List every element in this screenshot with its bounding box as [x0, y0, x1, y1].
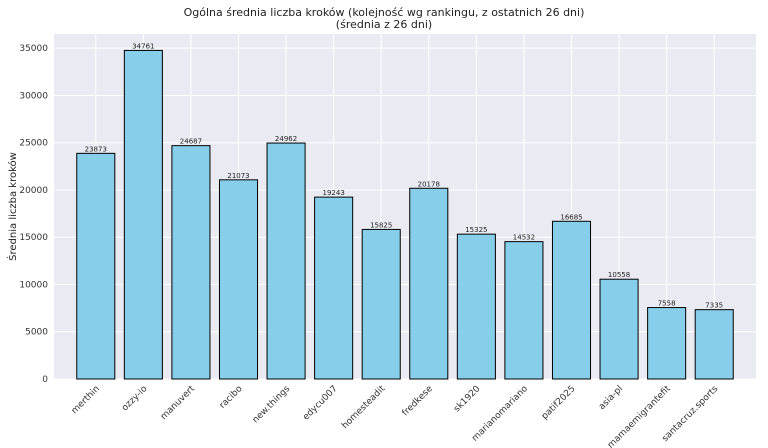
bar-edycu007	[314, 196, 354, 380]
bar-mamaemigrantefit	[647, 307, 687, 380]
bar-santacruz.sports	[694, 309, 734, 380]
bar-value-label: 15825	[370, 221, 392, 229]
x-tick-label: merthin	[70, 384, 102, 416]
y-tick-label: 10000	[19, 280, 48, 290]
x-tick-label: manuvert	[159, 384, 197, 422]
bar-value-label: 7335	[705, 302, 723, 310]
bar-manuvert	[171, 145, 211, 380]
bar-patif2025	[551, 220, 592, 380]
x-tick-label: new.things	[251, 384, 293, 426]
bar-homesteadit	[361, 228, 401, 380]
bar-value-label: 21073	[227, 172, 249, 180]
y-tick-label: 5000	[25, 328, 48, 338]
y-tick-label: 15000	[19, 233, 48, 243]
bar-asia-pl	[599, 278, 639, 380]
y-tick-label: 35000	[19, 44, 48, 54]
y-axis-label: Średnia liczba kroków	[6, 152, 19, 261]
x-tick-label: ozzy-io	[120, 384, 150, 414]
x-tick-label: racibo	[218, 384, 245, 411]
bar-value-label: 16685	[560, 213, 582, 221]
x-tick-label: asia-pl	[597, 384, 625, 412]
bar-value-label: 24962	[275, 135, 297, 143]
bar-racibo	[218, 179, 259, 380]
bar-fredkese	[409, 187, 449, 380]
plot-background	[54, 34, 756, 379]
bar-sk1920	[456, 233, 496, 380]
bar-value-label: 7558	[658, 300, 676, 308]
bar-value-label: 34761	[132, 42, 154, 50]
y-tick-label: 20000	[19, 186, 48, 196]
chart-title: Ogólna średnia liczba kroków (kolejność …	[183, 6, 585, 19]
bar-ozzy-io	[123, 49, 163, 380]
bar-value-label: 23873	[85, 145, 107, 153]
bar-value-label: 10558	[608, 271, 630, 279]
y-tick-label: 25000	[19, 139, 48, 149]
bar-value-label: 15325	[465, 226, 487, 234]
x-tick-label: homesteadit	[340, 384, 387, 431]
bar-value-label: 20178	[418, 180, 440, 188]
bar-new.things	[266, 142, 306, 380]
chart-subtitle: (średnia z 26 dni)	[335, 18, 433, 31]
x-tick-label: edycu007	[301, 384, 339, 422]
x-tick-label: sk1920	[452, 384, 482, 414]
y-tick-label: 0	[42, 375, 48, 385]
y-tick-label: 30000	[19, 91, 48, 101]
bar-merthin	[76, 152, 116, 380]
bar-value-label: 19243	[323, 189, 345, 197]
x-tick-label: fredkese	[401, 384, 436, 419]
bar-value-label: 24687	[180, 138, 202, 146]
bar-marianomariano	[504, 241, 544, 380]
x-tick-label: patif2025	[540, 384, 578, 422]
bar-value-label: 14532	[513, 234, 535, 242]
